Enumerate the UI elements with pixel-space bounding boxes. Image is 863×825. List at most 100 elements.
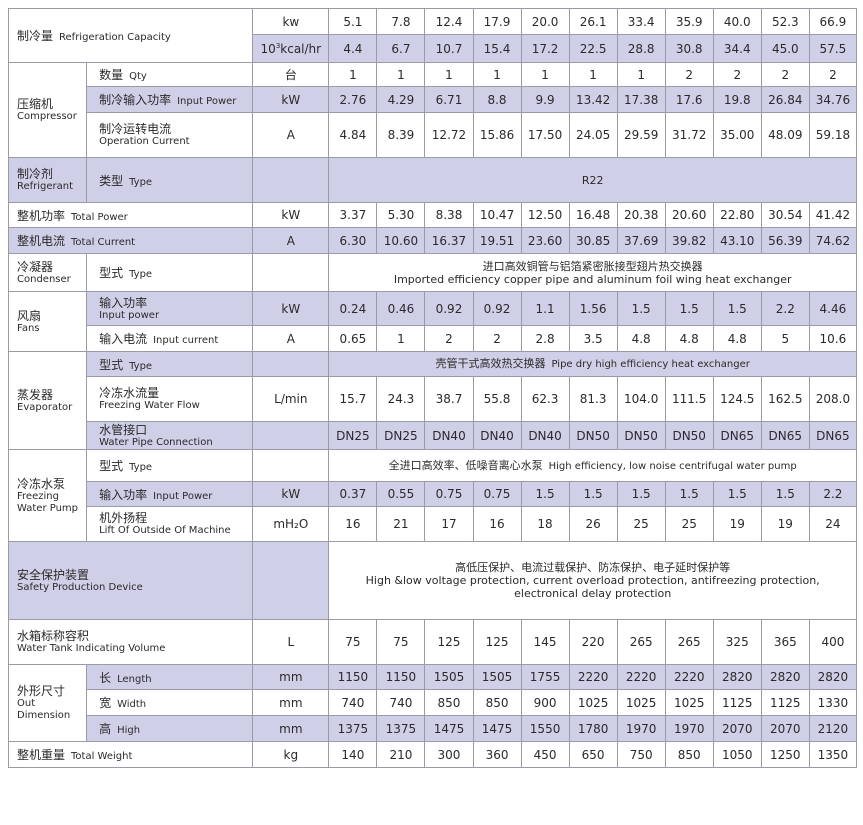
label-zh: 整机功率 — [17, 208, 66, 223]
label-zh: 型式 — [99, 266, 124, 280]
value-cell: 900 — [520, 689, 570, 716]
value-cell: 2070 — [712, 715, 762, 742]
value-cell: DN40 — [472, 421, 522, 450]
value-cell: 210 — [376, 741, 426, 768]
table-row: 压缩机 Compressor 数量 Qty 台 1 1 1 1 1 1 1 2 2 2 2 — [7, 62, 858, 158]
table-row: 冷凝器 Condenser 型式 Type 进口高效铜管与铝箔紧密胀接型翅片热交换器 Im… — [7, 253, 857, 292]
label-zh: 数量 — [99, 68, 124, 82]
value-cell: DN65 — [712, 421, 762, 450]
table-row: 机外扬程 Lift Of Outside Of Machine mH₂O 16 21 17… — [9, 506, 858, 542]
label-en: Water Tank Indicating Volume — [17, 643, 166, 654]
unit-sup: 3 — [275, 41, 281, 50]
value-cell: 1.5 — [712, 291, 762, 326]
group-en: Refrigerant — [17, 181, 74, 192]
value-cell: 740 — [376, 689, 426, 716]
table-row: 制冷量 Refrigeration Capacity kw 5.1 7.8 12.4 17.… — [7, 8, 858, 63]
value-cell: 39.82 — [664, 227, 714, 254]
value-cell: 2 — [424, 325, 474, 352]
value-cell: 17.2 — [520, 34, 570, 63]
value-cell: 1350 — [808, 741, 858, 768]
value-cell: 5.1 — [328, 8, 378, 35]
value-cell: 1 — [328, 62, 378, 87]
value-cell: 75 — [376, 619, 426, 665]
label-zh: 安全保护装置 — [17, 567, 90, 582]
value-cell: 1.5 — [616, 291, 666, 326]
value-cell: 162.5 — [760, 376, 810, 422]
value-cell: 3.37 — [328, 202, 378, 228]
label-zh: 水箱标称容积 — [17, 629, 90, 643]
value-cell: 1375 — [376, 715, 426, 742]
value-cell: 1475 — [472, 715, 522, 742]
unit-cell: mm — [252, 715, 330, 742]
value-cell: 26.84 — [760, 86, 810, 113]
value-cell: 35.9 — [664, 8, 714, 35]
value-cell: 30.85 — [568, 227, 618, 254]
label-zh: 型式 — [99, 459, 124, 473]
value-cell: 74.62 — [808, 227, 858, 254]
value-cell: 3.5 — [568, 325, 618, 352]
value-cell: 1.56 — [568, 291, 618, 326]
row-label-total_power: 整机功率 Total Power — [7, 202, 254, 228]
label-zh: 整机电流 — [17, 234, 66, 248]
value-zh: 高低压保护、电流过载保护、防冻保护、电子延时保护等 — [455, 561, 731, 574]
value-cell: 17.6 — [664, 86, 714, 113]
table-row: 冷冻水流量 Freezing Water Flow L/min 15.7 24.3 38.… — [9, 376, 858, 422]
value-en: High &low voltage protection, current ov… — [365, 574, 820, 600]
value-cell: 56.39 — [760, 227, 810, 254]
value-cell: 19.8 — [712, 86, 762, 113]
value-cell: 31.72 — [664, 112, 714, 158]
label-zh: 型式 — [99, 357, 124, 372]
label-en: Total Current — [71, 237, 136, 248]
value-cell: 48.09 — [760, 112, 810, 158]
value-zh: 壳管干式高效热交换器 — [435, 357, 546, 370]
value-cell: 2.2 — [760, 291, 810, 326]
table-row: 103kcal/hr 4.4 6.7 10.7 15.4 17.2 22.5 28.8 30.8… — [9, 34, 858, 63]
row-label-pump_type: 型式 Type — [86, 449, 254, 482]
label-en: Input power — [99, 309, 160, 321]
span-value-refrigerant: R22 — [328, 157, 857, 203]
empty-unit-cell — [252, 157, 330, 203]
value-cell: 2 — [712, 62, 762, 87]
label-en: Type — [129, 176, 153, 188]
value-cell: 2820 — [808, 664, 858, 690]
value-cell: 15.86 — [472, 112, 522, 158]
unit-cell: A — [252, 227, 330, 254]
label-en: Operation Current — [99, 136, 190, 147]
table-row: 整机重量 Total Weight kg 140 210 300 360 450 650 750 8… — [7, 741, 858, 768]
group-en: Freezing — [17, 490, 59, 502]
value-cell: 1970 — [616, 715, 666, 742]
value-cell: 24 — [808, 506, 858, 542]
group-zh: 外形尺寸 — [17, 684, 66, 698]
value-cell: 2.2 — [808, 481, 858, 507]
table-row: 水管接口 Water Pipe Connection DN25 DN25 DN40 DN4… — [9, 421, 858, 450]
value-cell: 21 — [376, 506, 426, 542]
value-cell: 1755 — [520, 664, 570, 690]
value-cell: 4.84 — [328, 112, 378, 158]
value-cell: 1025 — [568, 689, 618, 716]
value-en: Imported efficiency copper pipe and alum… — [393, 272, 792, 286]
label-en: Total Power — [71, 211, 128, 223]
value-cell: 2.8 — [520, 325, 570, 352]
value-cell: 24.05 — [568, 112, 618, 158]
value-cell: 0.65 — [328, 325, 378, 352]
row-label-comp_current: 制冷运转电流 Operation Current — [86, 112, 254, 158]
value-cell: 2220 — [664, 664, 714, 690]
value-cell: 9.9 — [520, 86, 570, 113]
value-cell: 400 — [808, 619, 858, 665]
row-label-safety: 安全保护装置 Safety Production Device — [7, 541, 254, 620]
group-label-condenser: 冷凝器 Condenser — [7, 253, 88, 292]
value-cell: 1 — [520, 62, 570, 87]
value-cell: 1 — [568, 62, 618, 87]
value-cell: 1 — [472, 62, 522, 87]
value-cell: 6.71 — [424, 86, 474, 113]
table-row: 制冷剂 Refrigerant 类型 Type R22 — [7, 157, 857, 203]
empty-unit-cell — [252, 541, 330, 620]
value-cell: 12.50 — [520, 202, 570, 228]
value-cell: 30.8 — [664, 34, 714, 63]
value-cell: 4.46 — [808, 291, 858, 326]
value-cell: 1.1 — [520, 291, 570, 326]
empty-unit-cell — [252, 253, 330, 292]
spec-table: 制冷量 Refrigeration Capacity kw 5.1 7.8 12.4 17.… — [7, 8, 858, 768]
value-cell: 1025 — [664, 689, 714, 716]
value-cell: 0.24 — [328, 291, 378, 326]
